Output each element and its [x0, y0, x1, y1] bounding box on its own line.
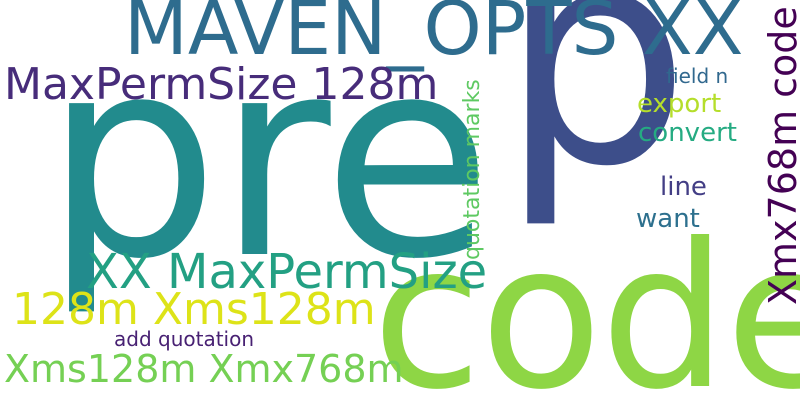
word-xmx768m-code: Xmx768m code [761, 6, 800, 305]
word-maven-opts-xx: MAVEN_OPTS XX [124, 0, 744, 72]
word-quotation-marks: quotation marks [460, 79, 485, 260]
word-export: export [637, 89, 722, 119]
word-field-n: field n [666, 64, 729, 88]
word-line: line [660, 172, 707, 202]
word-pre: pre [44, 0, 492, 320]
word-want: want [636, 204, 700, 234]
word-128m-xms128m: 128m Xms128m [12, 284, 376, 335]
word-convert: convert [638, 118, 737, 148]
word-p: p [500, 0, 691, 232]
word-maxpermsize-128m: MaxPermSize 128m [4, 59, 439, 110]
word-xx-maxpermsize: XX MaxPermSize [86, 244, 488, 300]
word-add-quotation: add quotation [114, 327, 255, 351]
word-xms128m-xmx768m: Xms128m Xmx768m [4, 347, 404, 391]
word-code: code [372, 201, 800, 400]
